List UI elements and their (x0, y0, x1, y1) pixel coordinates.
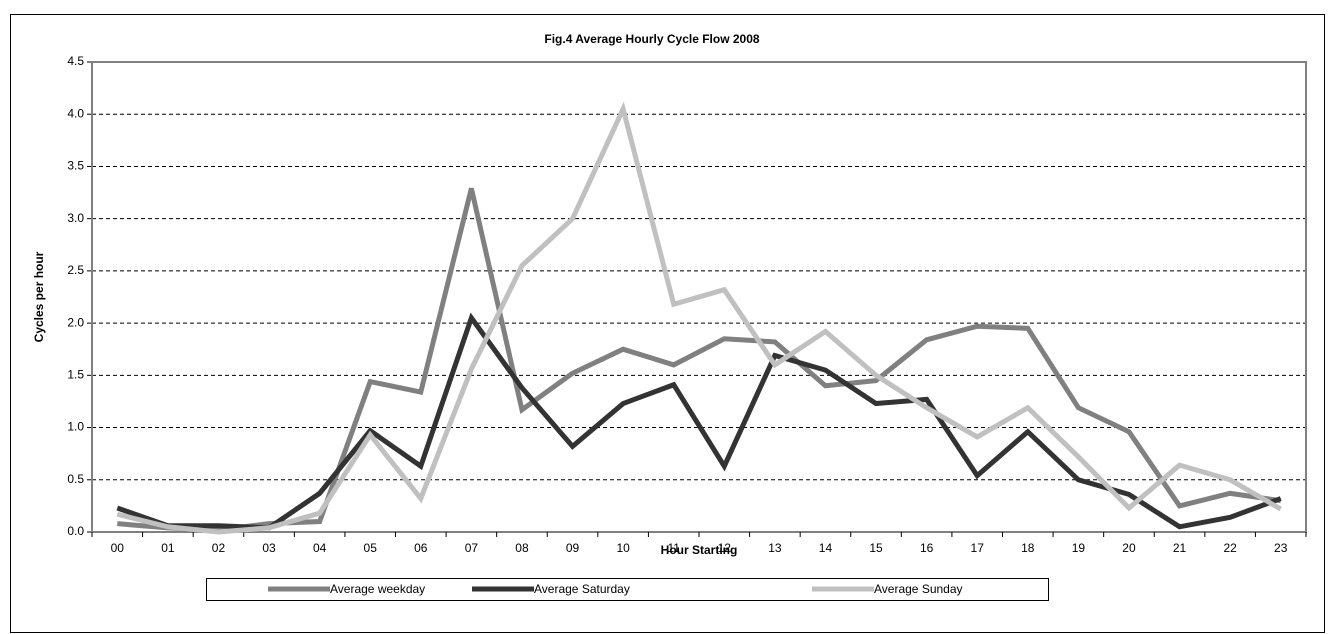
x-tick-label: 10 (616, 541, 630, 555)
x-tick-label: 15 (869, 541, 883, 555)
legend-label: Average Sunday (874, 582, 963, 596)
y-tick-label: 3.5 (67, 159, 84, 173)
y-tick-label: 2.5 (67, 263, 84, 277)
x-tick-label: 06 (414, 541, 428, 555)
x-tick-label: 11 (667, 541, 680, 555)
legend (206, 578, 1049, 601)
x-axis-title: Hour Starting (661, 543, 738, 557)
series-line (117, 187, 1282, 533)
y-tick-label: 2.0 (67, 315, 84, 329)
x-tick-label: 16 (920, 541, 934, 555)
x-tick-label: 00 (111, 541, 125, 555)
chart-title: Fig.4 Average Hourly Cycle Flow 2008 (544, 32, 760, 46)
y-tick-label: 4.0 (67, 106, 84, 120)
x-tick-label: 08 (515, 541, 529, 555)
x-tick-label: 02 (212, 541, 226, 555)
x-tick-label: 23 (1274, 541, 1288, 555)
y-tick-label: 4.5 (67, 54, 84, 68)
x-tick-label: 19 (1072, 541, 1086, 555)
x-tick-label: 09 (566, 541, 580, 555)
x-tick-label: 04 (313, 541, 327, 555)
legend-label: Average Saturday (534, 582, 630, 596)
y-axis-title: Cycles per hour (32, 251, 46, 342)
x-tick-label: 13 (768, 541, 782, 555)
y-tick-label: 1.0 (67, 420, 84, 434)
x-tick-label: 22 (1223, 541, 1237, 555)
x-tick-label: 18 (1021, 541, 1035, 555)
x-tick-label: 12 (718, 541, 732, 555)
legend-label: Average weekday (330, 582, 425, 596)
y-tick-label: 0.5 (67, 472, 84, 486)
y-tick-label: 1.5 (67, 368, 84, 382)
x-tick-label: 21 (1173, 541, 1187, 555)
x-tick-label: 01 (161, 541, 175, 555)
x-tick-label: 20 (1122, 541, 1136, 555)
x-tick-label: 03 (262, 541, 276, 555)
series-line (116, 312, 1282, 531)
x-tick-label: 17 (971, 541, 985, 555)
x-tick-label: 05 (364, 541, 378, 555)
series-line (116, 101, 1282, 535)
x-tick-label: 07 (465, 541, 479, 555)
y-tick-label: 3.0 (67, 211, 84, 225)
y-tick-label: 0.0 (67, 524, 84, 538)
x-tick-label: 14 (819, 541, 833, 555)
